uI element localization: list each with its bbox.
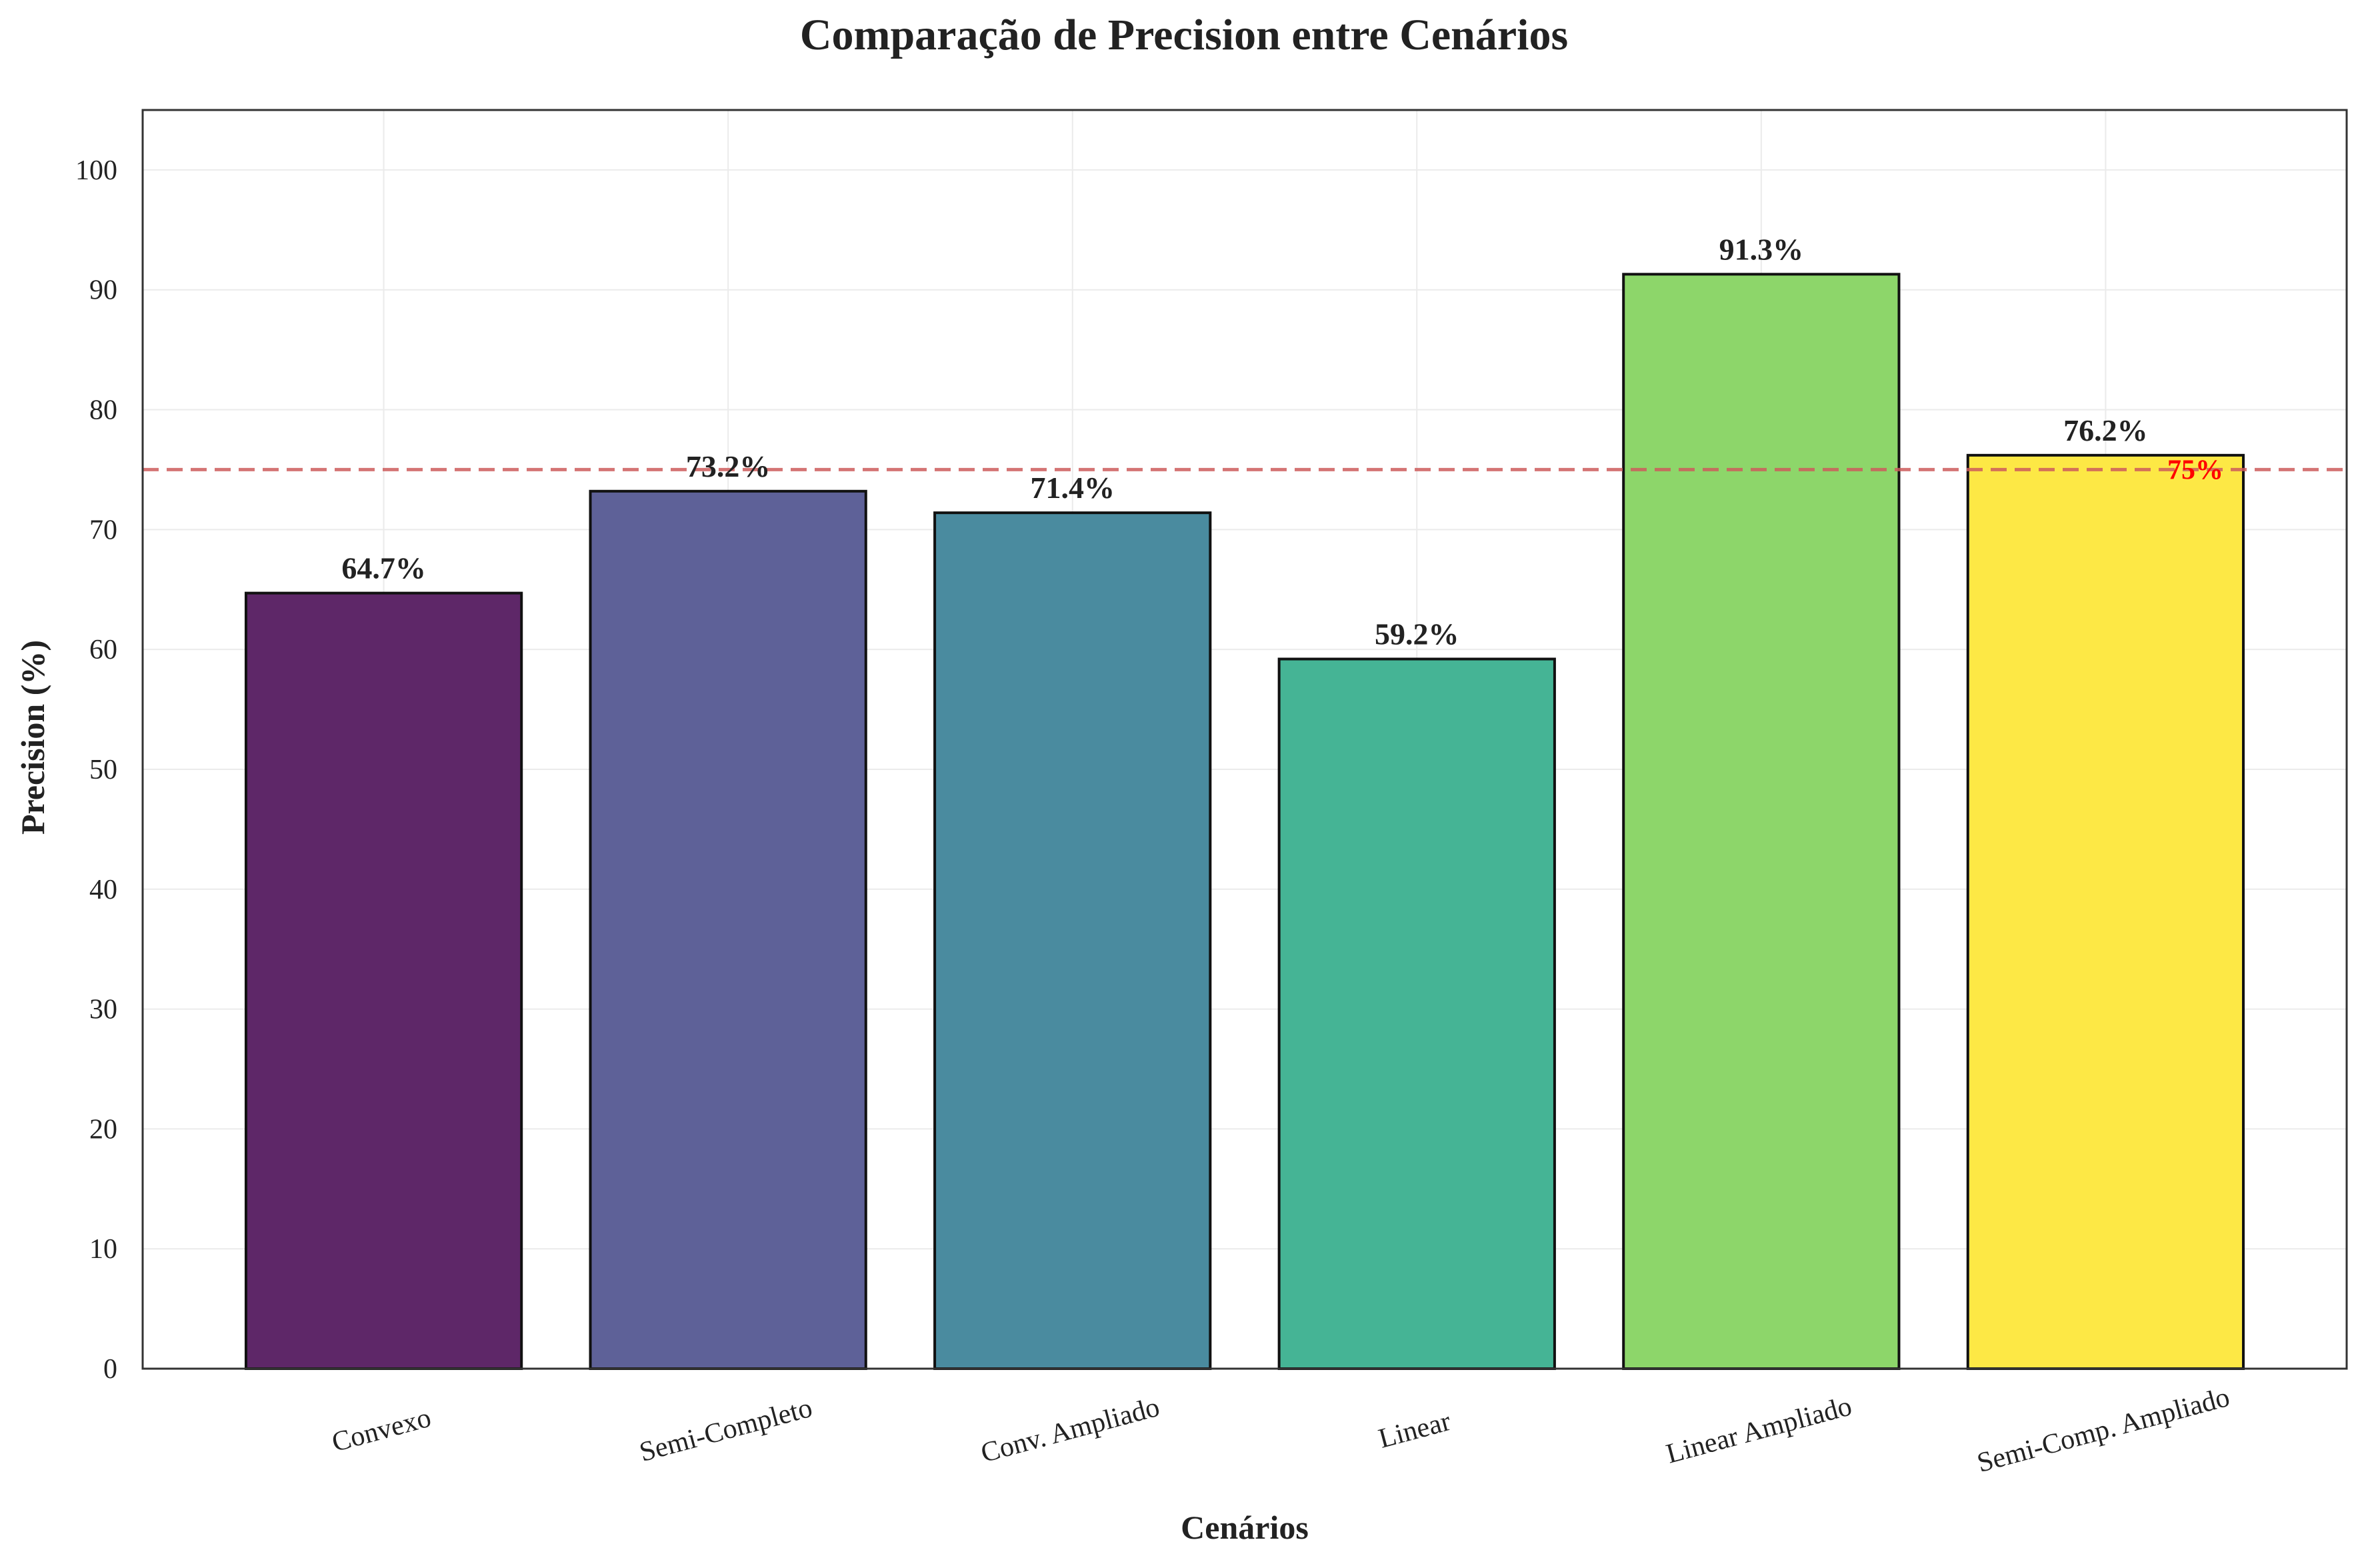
bar-value-label: 91.3% (1719, 232, 1804, 266)
x-tick-label: Linear (1375, 1406, 1454, 1455)
y-tick-label: 30 (89, 995, 117, 1025)
bar (244, 591, 523, 1371)
bars (244, 273, 2245, 1371)
bar-value-label: 73.2% (686, 449, 771, 483)
y-tick-label: 70 (89, 515, 117, 545)
x-tick-label: Convexo (329, 1403, 434, 1459)
reference-line-label: 75% (2167, 455, 2223, 485)
x-axis-label: Cenários (1181, 1509, 1309, 1546)
y-tick-label: 20 (89, 1114, 117, 1145)
y-tick-label: 100 (75, 155, 117, 186)
bar-value-label: 76.2% (2063, 413, 2148, 447)
plot-frame (141, 109, 2348, 1370)
bar-value-label: 64.7% (341, 551, 426, 585)
y-axis-label: Precision (%) (14, 640, 51, 835)
bar (1277, 657, 1556, 1371)
x-tick-label: Conv. Ampliado (978, 1392, 1163, 1469)
value-labels: 64.7% 73.2% 71.4% 59.2% 91.3% 76.2% (341, 232, 2147, 651)
y-tick-label: 50 (89, 755, 117, 785)
bar (933, 511, 1212, 1370)
reference-line-group: 75% (143, 455, 2347, 485)
x-tick-label: Linear Ampliado (1663, 1391, 1855, 1469)
x-tick-label: Semi-Completo (636, 1393, 815, 1468)
y-tick-label: 60 (89, 635, 117, 665)
y-tick-label: 10 (89, 1234, 117, 1265)
y-tick-label: 80 (89, 395, 117, 426)
x-tick-label: Semi-Comp. Ampliado (1974, 1382, 2233, 1479)
y-tick-label: 90 (89, 275, 117, 306)
y-axis-ticks: 0 10 20 30 40 50 60 70 80 90 100 (75, 155, 117, 1385)
bar (589, 489, 867, 1370)
y-tick-label: 0 (103, 1354, 117, 1385)
x-axis-ticks: Convexo Semi-Completo Conv. Ampliado Linear… (329, 1382, 2233, 1479)
bar (1622, 273, 1901, 1371)
chart-title: Comparação de Precision entre Cenários (800, 11, 1568, 59)
y-tick-label: 40 (89, 875, 117, 905)
bar-value-label: 59.2% (1375, 617, 1459, 651)
bar-value-label: 71.4% (1030, 471, 1115, 505)
bar (1966, 453, 2245, 1370)
